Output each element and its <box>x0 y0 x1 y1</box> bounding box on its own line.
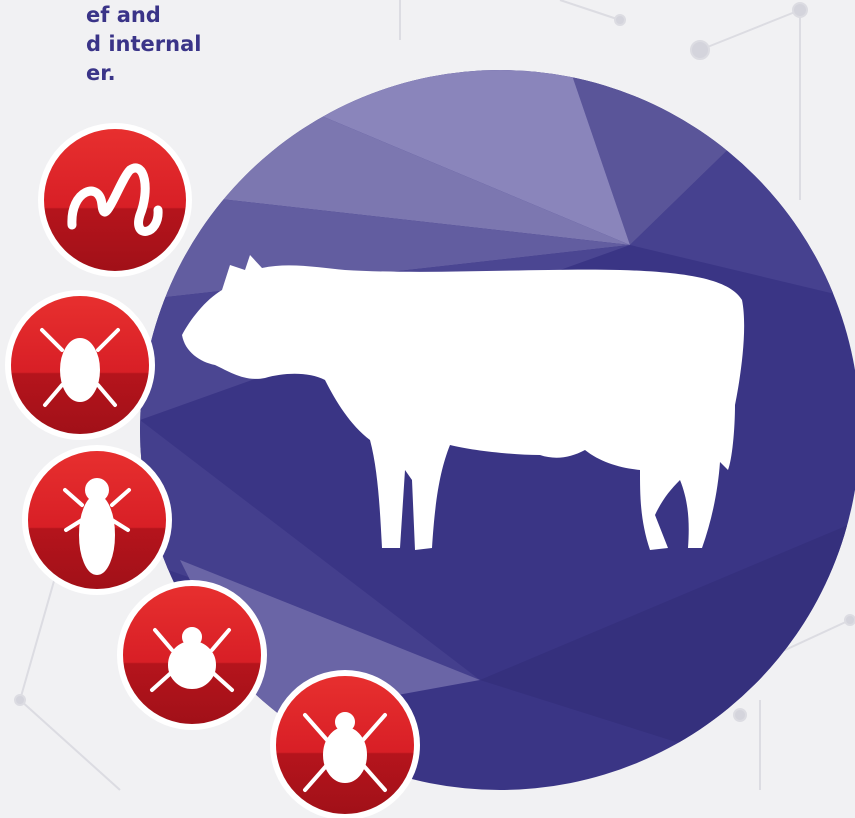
caption-line: er. <box>86 61 116 85</box>
caption-line: ef and <box>86 3 161 27</box>
page: ef and d internal er. <box>0 0 855 818</box>
caption: ef and d internal er. <box>86 3 201 85</box>
caption-line: d internal <box>86 32 201 56</box>
illustration: ef and d internal er. <box>0 0 855 818</box>
